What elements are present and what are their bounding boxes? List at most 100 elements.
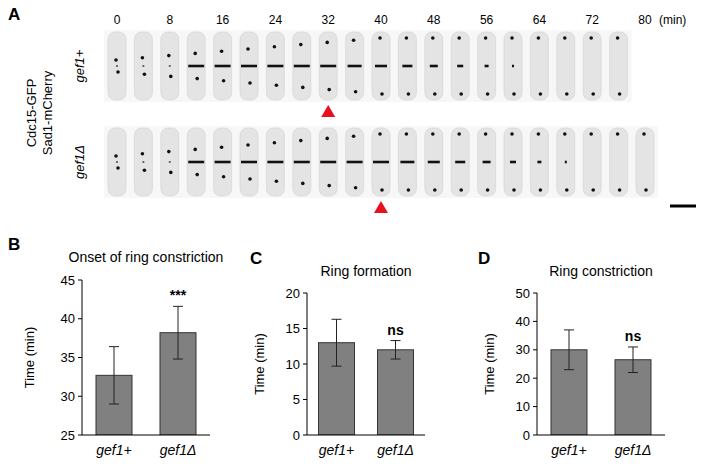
cell [108, 32, 126, 100]
cell [610, 32, 628, 100]
time-label: 72 [586, 13, 600, 27]
spb-dot [459, 188, 463, 192]
spb-dot [510, 132, 514, 136]
spb-dot [301, 182, 305, 186]
time-label: 80 [638, 13, 652, 27]
spb-dot [407, 188, 411, 192]
y-axis [82, 280, 83, 435]
significance: *** [170, 287, 187, 303]
spb-dot [248, 81, 252, 85]
cell [187, 128, 205, 196]
cell [610, 128, 628, 196]
spb-dot [405, 36, 409, 40]
y-tick [78, 318, 82, 319]
spb-dot [169, 75, 173, 79]
ring [267, 65, 283, 68]
spb-dot [565, 92, 569, 96]
spb-dot [325, 137, 329, 141]
node [169, 161, 171, 163]
spb-dot [407, 92, 411, 96]
spb-dot [459, 92, 463, 96]
spb-dot [273, 45, 277, 49]
significance: ns [625, 328, 642, 344]
time-label: 8 [166, 13, 173, 27]
y-axis-label: Time (min) [482, 333, 497, 395]
time-label: 48 [427, 13, 441, 27]
y-tick-label: 5 [293, 392, 300, 407]
spb-dot [563, 132, 567, 136]
ring [512, 65, 514, 68]
cell [425, 128, 443, 196]
ring [485, 65, 489, 68]
ring [241, 161, 257, 164]
y-tick [78, 396, 82, 397]
spb-dot [246, 47, 250, 51]
y-tick [78, 435, 82, 436]
cell [240, 32, 258, 100]
category-label: gef1Δ [160, 442, 197, 458]
spb-dot [565, 188, 569, 192]
y-tick [303, 328, 307, 329]
spb-dot [169, 171, 173, 175]
spb-dot [512, 188, 516, 192]
y-tick [533, 321, 537, 322]
time-label: 40 [374, 13, 388, 27]
spb-dot [539, 188, 543, 192]
spb-dot [141, 56, 145, 60]
spb-dot [510, 36, 514, 40]
spb-dot [616, 36, 620, 40]
cell [451, 32, 469, 100]
error-cap [173, 359, 183, 360]
spb-dot [378, 132, 382, 136]
error-cap [391, 340, 401, 341]
x-axis [307, 435, 425, 436]
bar [378, 350, 414, 435]
cell-row [104, 30, 632, 102]
spb-dot [220, 49, 224, 53]
spb-dot [114, 154, 118, 158]
ring [320, 65, 336, 68]
scale-bar [670, 205, 696, 208]
chart-title: Onset of ring constriction [69, 249, 224, 265]
row-background [104, 126, 658, 198]
spb-dot [484, 132, 488, 136]
y-tick [533, 435, 537, 436]
channel-label: Cdc15-GFP [24, 79, 39, 148]
cell [346, 32, 364, 100]
time-label: 16 [216, 13, 230, 27]
y-axis [307, 293, 308, 435]
spb-dot [591, 92, 595, 96]
cell [504, 128, 522, 196]
x-axis [537, 435, 665, 436]
ring [565, 161, 567, 164]
error-cap [628, 346, 638, 347]
error-cap [109, 346, 119, 347]
constriction-marker [321, 105, 335, 117]
spb-dot [380, 188, 384, 192]
y-tick-label: 40 [516, 314, 530, 329]
spb-dot [193, 52, 197, 56]
spb-dot [644, 188, 648, 192]
spb-dot [378, 36, 382, 40]
y-tick-label: 40 [61, 311, 75, 326]
y-tick [533, 349, 537, 350]
ring [428, 161, 440, 164]
y-axis-label: Time (min) [22, 327, 37, 389]
spb-dot [301, 86, 305, 90]
spb-dot [486, 92, 490, 96]
cell [214, 32, 232, 100]
error-line [569, 330, 570, 370]
ring [457, 65, 463, 68]
y-tick-label: 10 [516, 399, 530, 414]
panel-label: B [8, 235, 20, 254]
cell [134, 128, 152, 196]
spb-dot [589, 132, 593, 136]
y-tick [303, 293, 307, 294]
y-tick-label: 10 [286, 357, 300, 372]
x-axis [82, 435, 210, 436]
ring [347, 161, 363, 164]
panel-label: C [250, 249, 262, 268]
spb-dot [325, 41, 329, 45]
y-tick-label: 20 [286, 286, 300, 301]
ring [373, 161, 389, 164]
